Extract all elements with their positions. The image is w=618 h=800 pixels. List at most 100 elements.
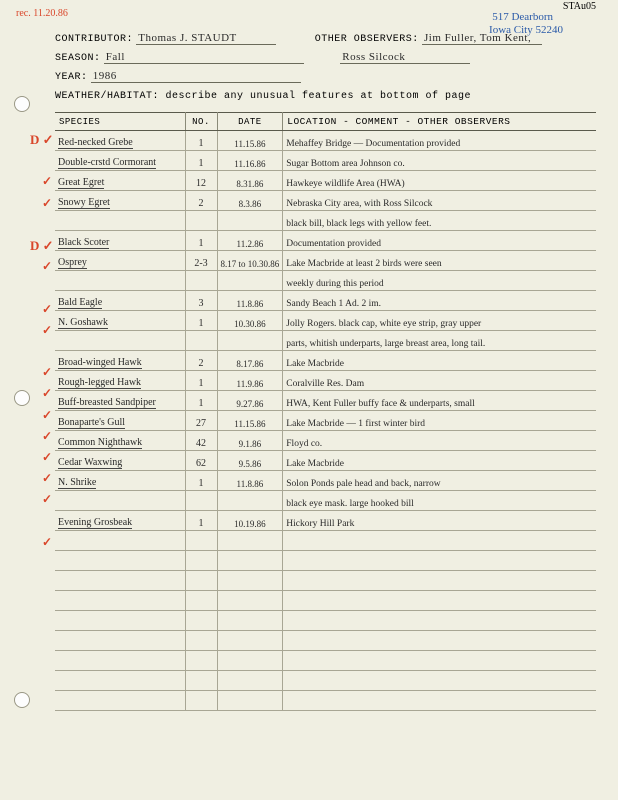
- species-cell: Evening Grosbeak: [55, 511, 185, 531]
- species-cell: [55, 331, 185, 351]
- location-cell: Lake Macbride: [283, 451, 596, 471]
- species-cell: Great Egret: [55, 171, 185, 191]
- location-cell: Hickory Hill Park: [283, 511, 596, 531]
- date-cell: [217, 671, 283, 691]
- date-cell: 10.30.86: [217, 311, 283, 331]
- species-cell: Rough-legged Hawk: [55, 371, 185, 391]
- count-cell: [185, 571, 217, 591]
- table-row: black eye mask. large hooked bill: [55, 491, 596, 511]
- margin-checkmark: ✓: [42, 302, 52, 317]
- table-row: Evening Grosbeak110.19.86Hickory Hill Pa…: [55, 511, 596, 531]
- location-cell: Jolly Rogers. black cap, white eye strip…: [283, 311, 596, 331]
- count-cell: 1: [185, 471, 217, 491]
- location-cell: Coralville Res. Dam: [283, 371, 596, 391]
- margin-checkmark: ✓: [42, 408, 52, 423]
- table-row: parts, whitish underparts, large breast …: [55, 331, 596, 351]
- punch-hole: [14, 692, 30, 708]
- table-row: [55, 571, 596, 591]
- date-cell: 9.27.86: [217, 391, 283, 411]
- location-cell: Lake Macbride at least 2 birds were seen: [283, 251, 596, 271]
- table-row: Common Nighthawk429.1.86Floyd co.: [55, 431, 596, 451]
- count-cell: 2: [185, 351, 217, 371]
- count-cell: 12: [185, 171, 217, 191]
- table-row: N. Shrike111.8.86Solon Ponds pale head a…: [55, 471, 596, 491]
- table-row: Bald Eagle311.8.86Sandy Beach 1 Ad. 2 im…: [55, 291, 596, 311]
- location-cell: [283, 651, 596, 671]
- location-cell: HWA, Kent Fuller buffy face & underparts…: [283, 391, 596, 411]
- count-cell: [185, 611, 217, 631]
- species-cell: [55, 211, 185, 231]
- table-row: [55, 671, 596, 691]
- date-cell: [217, 591, 283, 611]
- table-row: Double-crstd Cormorant111.16.86Sugar Bot…: [55, 151, 596, 171]
- date-cell: [217, 531, 283, 551]
- table-row: [55, 651, 596, 671]
- species-cell: Snowy Egret: [55, 191, 185, 211]
- table-row: [55, 691, 596, 711]
- table-row: Black Scoter111.2.86Documentation provid…: [55, 231, 596, 251]
- table-row: Osprey2-38.17 to 10.30.86Lake Macbride a…: [55, 251, 596, 271]
- location-cell: [283, 611, 596, 631]
- count-cell: 1: [185, 391, 217, 411]
- species-cell: [55, 591, 185, 611]
- col-location: LOCATION - COMMENT - OTHER OBSERVERS: [283, 113, 596, 131]
- margin-checkmark: ✓: [42, 450, 52, 465]
- date-cell: 10.19.86: [217, 511, 283, 531]
- margin-checkmark: ✓: [42, 259, 52, 274]
- count-cell: [185, 591, 217, 611]
- table-row: [55, 631, 596, 651]
- count-cell: 1: [185, 231, 217, 251]
- date-cell: 11.2.86: [217, 231, 283, 251]
- date-cell: 8.17.86: [217, 351, 283, 371]
- contributor-label: CONTRIBUTOR:: [55, 34, 133, 45]
- location-cell: [283, 531, 596, 551]
- margin-checkmark: ✓: [42, 386, 52, 401]
- location-cell: [283, 631, 596, 651]
- margin-checkmark: ✓: [42, 429, 52, 444]
- table-row: Cedar Waxwing629.5.86Lake Macbride: [55, 451, 596, 471]
- count-cell: [185, 491, 217, 511]
- species-cell: N. Goshawk: [55, 311, 185, 331]
- species-cell: [55, 531, 185, 551]
- location-cell: [283, 671, 596, 691]
- species-cell: Bonaparte's Gull: [55, 411, 185, 431]
- species-cell: Double-crstd Cormorant: [55, 151, 185, 171]
- species-cell: [55, 671, 185, 691]
- date-cell: [217, 211, 283, 231]
- location-cell: Sugar Bottom area Johnson co.: [283, 151, 596, 171]
- species-cell: Common Nighthawk: [55, 431, 185, 451]
- date-cell: 11.9.86: [217, 371, 283, 391]
- table-row: [55, 611, 596, 631]
- other-observers-value: Jim Fuller, Tom Kent,: [422, 32, 542, 45]
- margin-checkmark: D ✓: [30, 238, 54, 254]
- col-no: NO.: [185, 113, 217, 131]
- date-cell: 8.3.86: [217, 191, 283, 211]
- count-cell: [185, 691, 217, 711]
- species-cell: [55, 571, 185, 591]
- date-cell: 11.8.86: [217, 291, 283, 311]
- species-cell: [55, 691, 185, 711]
- season-value: Fall: [104, 51, 304, 64]
- date-cell: [217, 271, 283, 291]
- date-cell: [217, 631, 283, 651]
- count-cell: 27: [185, 411, 217, 431]
- count-cell: 1: [185, 151, 217, 171]
- table-row: Buff-breasted Sandpiper19.27.86HWA, Kent…: [55, 391, 596, 411]
- species-cell: [55, 611, 185, 631]
- contributor-value: Thomas J. STAUDT: [136, 32, 276, 45]
- location-cell: Floyd co.: [283, 431, 596, 451]
- species-cell: Cedar Waxwing: [55, 451, 185, 471]
- species-cell: [55, 551, 185, 571]
- location-cell: [283, 571, 596, 591]
- species-cell: [55, 631, 185, 651]
- date-cell: 11.16.86: [217, 151, 283, 171]
- location-cell: parts, whitish underparts, large breast …: [283, 331, 596, 351]
- species-cell: Buff-breasted Sandpiper: [55, 391, 185, 411]
- location-cell: black bill, black legs with yellow feet.: [283, 211, 596, 231]
- date-cell: 11.15.86: [217, 131, 283, 151]
- punch-hole: [14, 390, 30, 406]
- date-cell: [217, 551, 283, 571]
- date-cell: 8.17 to 10.30.86: [217, 251, 283, 271]
- species-cell: Broad-winged Hawk: [55, 351, 185, 371]
- table-row: Rough-legged Hawk111.9.86Coralville Res.…: [55, 371, 596, 391]
